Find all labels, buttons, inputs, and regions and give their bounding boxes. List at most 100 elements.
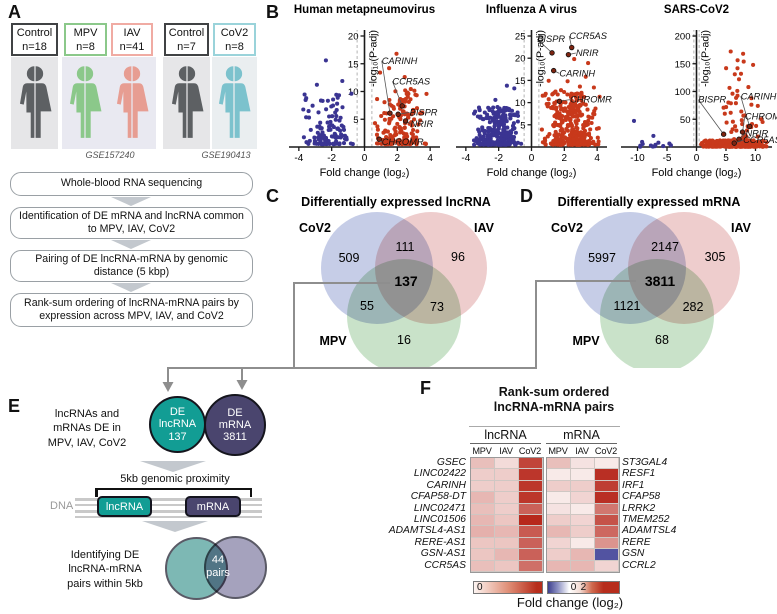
heatmap-cell [495,458,519,470]
heatmap-row-label-mRNA: TMEM252 [622,513,670,525]
svg-text:0: 0 [529,153,535,164]
svg-text:-10: -10 [630,153,645,164]
heatmap-cell [495,492,519,504]
dna-strand-line [75,498,262,501]
panel-c-label: C [266,186,279,206]
heatmap-cell [471,560,495,572]
heatmap-title: Rank-sum ordered lncRNA-mRNA pairs [493,385,615,414]
person-icon-cov2 [215,63,253,143]
cohort-box-control-2: Control n=7 [164,23,209,56]
heatmap-row-label-mRNA: LRRK2 [622,502,656,514]
heatmap-cell [519,480,543,493]
heatmap-cell [547,492,571,504]
heatmap-cell [495,549,519,561]
heatmap-mRNA-gene-labels: ST3GAL4 RESF1 IRF1 CFAP58 LRRK2 TMEM252 ADAMTS… [622,457,717,571]
svg-text:20: 20 [515,54,526,65]
svg-text:-2: -2 [494,153,503,164]
volcano-plot-sars: -10 -5 0 5 10 50 100 150 200 BISPR CARINH CHROMR NRI… [621,4,777,179]
heatmap-row-label-mRNA: RERE [622,536,651,548]
gene-label: BISPR [698,95,726,105]
heatmap-row-label-lncRNA: LINC02422 [413,468,466,480]
colorbar-lncRNA: 0 [473,581,543,594]
gene-label: NRIR [410,119,433,129]
lncRNA-gene-box: lncRNA [97,496,152,517]
de-mRNA-circle: DE mRNA 3811 [204,394,266,456]
heatmap-row-label-lncRNA: GSN-AS1 [420,548,466,560]
heatmap-cell [471,537,495,550]
svg-text:-2: -2 [327,153,336,164]
heatmap-cell [547,503,571,515]
venn-count-cov2-iav: 111 [395,240,414,254]
workflow-step-4: Rank-sum ordering of lncRNA-mRNA pairs b… [10,293,253,327]
svg-text:15: 15 [348,59,359,70]
heatmap-cell [571,458,595,470]
gene-label: BISPR [410,107,438,117]
study-accession-gse157240: GSE157240 [85,150,135,160]
svg-text:5: 5 [520,120,525,131]
heatmap-cell [547,514,571,527]
heatmap-row-label-mRNA: IRF1 [622,479,645,491]
heatmap-cell [519,514,543,527]
workflow-arrow-icon [142,521,208,532]
svg-text:SARS-CoV2: SARS-CoV2 [664,4,729,16]
cohort-group: IAV [123,27,141,39]
heatmap-cell [495,480,519,493]
venn-count-mpv-only: 16 [397,333,411,347]
heatmap-grid-mRNA [546,457,620,573]
workflow-step-1: Whole-blood RNA sequencing [10,172,253,196]
heatmap-cell [595,469,619,481]
heatmap-cell [471,503,495,515]
cohort-box-mpv: MPV n=8 [64,23,107,56]
heatmap-cell [471,480,495,493]
svg-text:0: 0 [362,153,368,164]
cohort-group: CoV2 [220,27,249,39]
heatmap-row-label-lncRNA: RERE-AS1 [414,536,467,548]
dna-strand-line [75,510,262,513]
colorbar-tick: 0 [570,582,577,593]
heatmap-cell [495,514,519,527]
heatmap-cell [571,480,595,493]
heatmap-xlabel: Fold change (log₂) [516,595,624,610]
svg-text:2: 2 [395,153,401,164]
svg-text:Fold change (log₂): Fold change (log₂) [320,167,410,179]
heatmap-group-mRNA: mRNA [546,428,617,444]
heatmap-row-label-lncRNA: ADAMTSL4-AS1 [388,525,466,537]
heatmap-cell [595,514,619,527]
person-icon-mpv [66,63,104,143]
heatmap-grid-lncRNA [470,457,544,573]
svg-text:15: 15 [515,76,526,87]
cohort-panel-control1-bg [11,57,58,149]
heatmap-cell [571,549,595,561]
heatmap-cell [519,469,543,481]
svg-text:200: 200 [675,32,691,43]
heatmap-cell [547,537,571,550]
heatmap-group-lncRNA: lncRNA [470,428,541,444]
heatmap-cell [471,469,495,481]
volcano-plot-mpv: -4 -2 0 2 4 5 10 15 20 CARINH CCR5AS BISPR NRIR CHROM… [289,4,440,179]
venn-count-cov2-iav: 2147 [651,240,679,254]
panel-a-label: A [8,2,21,22]
gene-label: CHROMR [570,95,612,105]
venn-count-iav-mpv: 282 [683,300,704,314]
cohort-n: n=41 [119,41,145,54]
heatmap-cell [595,549,619,561]
heatmap-columns-lncRNA: MPV IAV CoV2 [472,446,542,456]
workflow-arrow-icon [111,283,151,292]
cohort-n: n=8 [225,41,244,54]
dna-label: DNA [50,500,74,512]
workflow-arrow-icon [111,240,151,249]
heatmap-cell [471,492,495,504]
venn-circle-mpv [600,259,714,368]
heatmap-cell [519,458,543,470]
heatmap-row-label-lncRNA: LINC02471 [413,502,466,514]
gene-label: NRIR [745,128,768,138]
gene-label: CCR5AS [743,135,777,145]
workflow-step-3: Pairing of DE lncRNA-mRNA by genomic dis… [10,250,253,282]
venn-title: Differentially expressed lncRNA [301,195,491,209]
dna-strand-line [75,515,262,519]
heatmap-row-label-mRNA: ST3GAL4 [622,457,668,468]
cohort-box-cov2: CoV2 n=8 [213,23,256,56]
heatmap-cell [571,560,595,572]
heatmap-row-label-mRNA: RESF1 [622,468,656,480]
